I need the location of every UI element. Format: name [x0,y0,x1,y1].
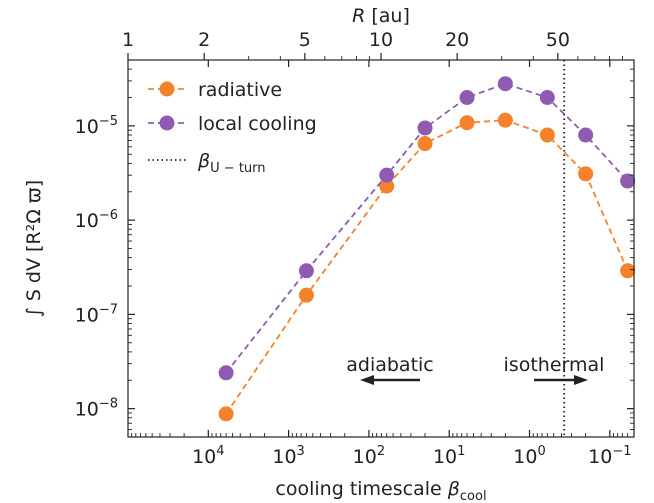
legend-label-vline: βU − turn [197,150,266,176]
y-axis-label: ∫ S dV [R²Ω ϖ] [23,180,45,317]
data-point [417,120,433,136]
x-tick-label-3: 101 [433,444,465,468]
data-point [578,166,594,182]
arrow-left-head [360,375,374,385]
arrow-right-head [574,375,588,385]
top-tick-label-3: 10 [369,29,393,51]
legend: radiative local cooling βU − turn [148,79,317,176]
annotation-adiabatic: adiabatic [346,354,434,376]
legend-marker-0 [159,81,175,97]
data-point [459,90,475,106]
y-tick-label-2: 10−6 [75,208,118,232]
x-tick-label-1: 103 [272,444,304,468]
x-tick-label-0: 104 [192,444,224,468]
top-tick-label-5: 50 [546,29,570,51]
data-point [298,287,314,303]
plot-area [218,60,636,437]
series-line-1 [225,82,629,374]
top-tick-label-2: 5 [299,29,311,51]
legend-label-1: local cooling [198,113,317,135]
y-tick-label-1: 10−7 [75,302,118,326]
data-point [298,263,314,279]
data-point [218,365,234,381]
annotations: adiabatic isothermal [346,354,604,385]
data-point [379,167,395,183]
data-point [379,178,395,194]
axes: 104 103 102 101 100 10−1 10−8 10−7 10−6 10−5 1 2 5 10… [23,5,635,503]
top-tick-label-1: 2 [198,29,210,51]
top-axis-label: R [au] [352,5,410,27]
x-tick-label-5: 10−1 [588,444,631,468]
x-axis-label: cooling timescale βcool [275,478,486,503]
data-point [539,127,555,143]
data-point [218,406,234,422]
legend-label-0: radiative [198,79,282,101]
data-point [417,136,433,152]
legend-marker-1 [159,115,175,131]
data-point [620,263,636,279]
data-point [497,76,513,92]
data-point [578,127,594,143]
top-tick-label-0: 1 [122,29,134,51]
data-point [497,112,513,128]
top-tick-label-4: 20 [445,29,469,51]
x-tick-label-2: 102 [353,444,385,468]
y-tick-label-3: 10−5 [75,114,118,138]
annotation-isothermal: isothermal [504,354,605,376]
y-tick-label-0: 10−8 [75,397,118,421]
data-point [539,90,555,106]
x-tick-label-4: 100 [513,444,545,468]
data-point [620,173,636,189]
data-point [459,115,475,131]
